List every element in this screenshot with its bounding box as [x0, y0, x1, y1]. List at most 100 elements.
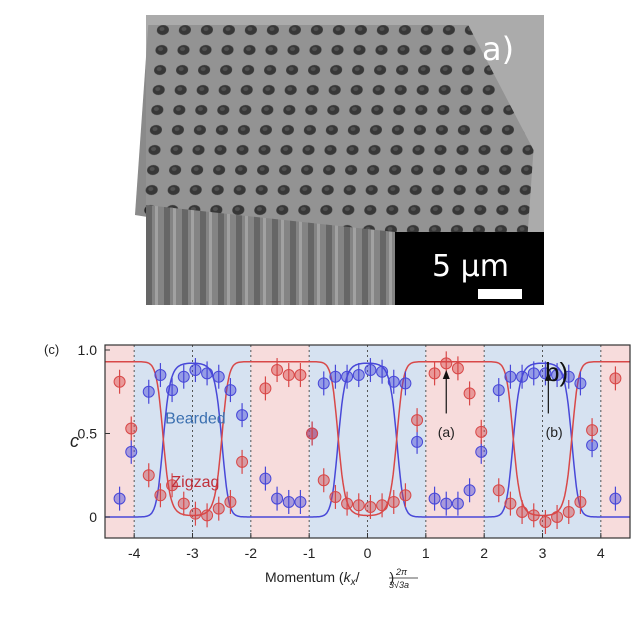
bearded-data-point	[317, 371, 330, 396]
marker	[387, 495, 400, 508]
bearded-data-point	[282, 489, 295, 514]
marker	[341, 497, 354, 510]
zigzag-data-point	[586, 418, 599, 443]
zigzag-data-point	[113, 369, 126, 394]
data-points	[113, 351, 622, 535]
fit-curves	[105, 360, 630, 518]
bearded-data-point	[142, 379, 155, 404]
marker	[317, 474, 330, 487]
shaded-region-red	[425, 345, 485, 538]
bearded-data-point	[551, 363, 564, 388]
zigzag-data-point	[166, 473, 179, 498]
marker	[352, 499, 365, 512]
bearded-data-point	[475, 439, 488, 464]
bearded-fit-curve	[105, 362, 630, 518]
zigzag-data-point	[177, 491, 190, 516]
zigzag-data-point	[212, 496, 225, 521]
x-axis-ticks: -4 -3 -2 -1 0 1 2 3 4	[128, 533, 605, 561]
marker	[463, 484, 476, 497]
bearded-data-point	[574, 371, 587, 396]
bearded-data-point	[177, 364, 190, 389]
marker	[539, 516, 552, 529]
marker	[516, 370, 529, 383]
marker	[475, 445, 488, 458]
sem-lattice-side-wall	[146, 205, 395, 305]
bearded-data-point	[224, 378, 237, 403]
marker	[527, 509, 540, 522]
panel-b-label: b)	[545, 357, 568, 387]
bearded-data-point	[516, 364, 529, 389]
marker	[271, 492, 284, 505]
bearded-data-point	[113, 486, 126, 511]
zigzag-data-point	[376, 493, 389, 518]
bearded-data-point	[154, 363, 167, 388]
zigzag-data-point	[551, 505, 564, 529]
zigzag-data-point	[154, 483, 167, 508]
marker	[224, 384, 237, 397]
zigzag-data-point	[317, 468, 330, 493]
annotation-zigzag: Zigzag	[171, 474, 219, 491]
marker	[306, 427, 319, 440]
x-axis-label-fraction: 2π 3√3a	[389, 567, 418, 590]
dotted-vertical-lines	[133, 345, 602, 538]
marker	[440, 497, 453, 510]
zigzag-data-point	[329, 484, 342, 509]
bearded-data-point	[166, 378, 179, 403]
bearded-data-point	[527, 361, 540, 386]
x-axis-label-k: k	[344, 569, 352, 585]
y-tick-label: 0	[89, 509, 97, 525]
marker	[329, 370, 342, 383]
marker	[387, 375, 400, 388]
scale-bar	[478, 289, 522, 299]
zigzag-data-point	[562, 499, 575, 524]
bearded-data-point	[259, 466, 272, 491]
marker	[551, 369, 564, 382]
zigzag-data-point	[574, 489, 587, 514]
marker	[154, 369, 167, 382]
panel-a-label: a)	[482, 30, 514, 68]
y-axis-ticks: 0 0.5 1.0	[78, 342, 110, 525]
marker	[177, 497, 190, 510]
marker	[125, 445, 138, 458]
marker	[282, 369, 295, 382]
marker	[364, 364, 377, 377]
marker	[259, 472, 272, 485]
y-axis-label: c	[70, 431, 79, 451]
zigzag-data-point	[387, 489, 400, 514]
x-axis-label-frac-num: 2π	[395, 567, 408, 577]
marker	[562, 370, 575, 383]
marker	[142, 469, 155, 482]
marker	[341, 370, 354, 383]
annotation-arrow-head	[544, 371, 552, 381]
marker	[113, 492, 126, 505]
marker	[329, 490, 342, 503]
y-tick-label: 1.0	[78, 342, 98, 358]
marker	[609, 372, 622, 385]
marker	[475, 425, 488, 438]
marker	[177, 370, 190, 383]
bearded-data-point	[201, 361, 214, 386]
annotation-arrow-head	[442, 370, 450, 380]
marker	[212, 370, 225, 383]
zigzag-data-point	[201, 503, 214, 528]
marker	[154, 489, 167, 502]
marker	[317, 377, 330, 390]
scale-bar-label: 5 µm	[432, 249, 509, 284]
marker	[166, 479, 179, 492]
x-axis-label-suffix: )	[389, 569, 394, 585]
bearded-data-point	[329, 364, 342, 389]
marker	[562, 505, 575, 518]
bearded-data-point	[440, 491, 453, 516]
marker	[451, 497, 464, 510]
bearded-data-point	[236, 403, 249, 428]
bearded-data-point	[492, 378, 505, 403]
bearded-data-point	[271, 486, 284, 511]
bearded-data-point	[125, 439, 138, 464]
zigzag-data-point	[527, 503, 540, 528]
x-tick-label: -3	[186, 545, 199, 561]
x-tick-label: 2	[480, 545, 488, 561]
marker	[492, 484, 505, 497]
marker	[504, 370, 517, 383]
bearded-data-point	[451, 491, 464, 516]
bearded-data-point	[411, 429, 424, 454]
